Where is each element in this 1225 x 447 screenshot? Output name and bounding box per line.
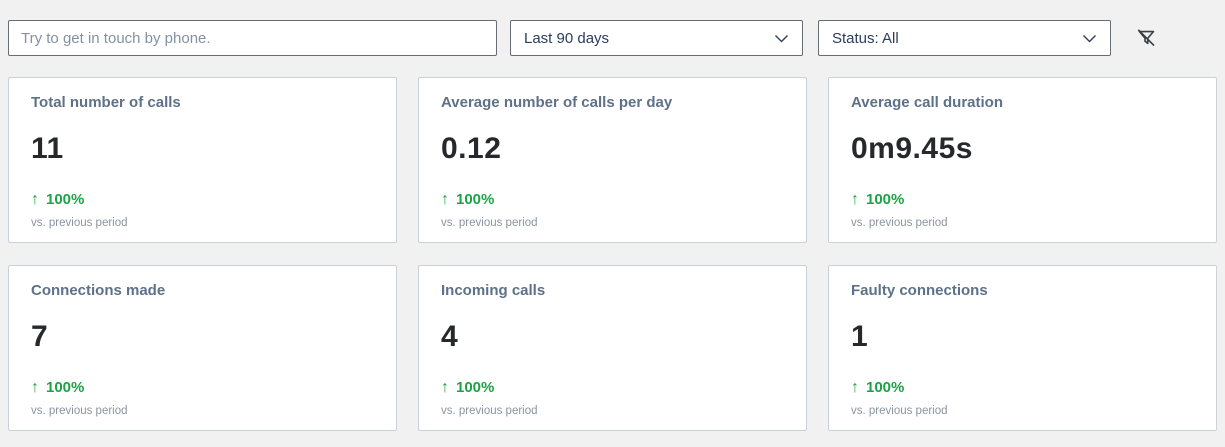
status-select[interactable]: Status: All — [818, 20, 1111, 56]
filter-bar: Last 90 days Status: All — [0, 0, 1225, 56]
stat-card-caption: vs. previous period — [851, 405, 948, 417]
stat-card-trend: ↑ 100% — [851, 192, 1194, 208]
trend-up-arrow-icon: ↑ — [851, 191, 859, 208]
trend-percent: 100% — [456, 379, 495, 396]
stat-card-title: Incoming calls — [441, 282, 546, 299]
stat-card-caption: vs. previous period — [851, 217, 948, 229]
trend-up-arrow-icon: ↑ — [851, 379, 859, 396]
stat-card-value: 0.12 — [441, 132, 502, 165]
chevron-down-icon — [1082, 34, 1097, 43]
trend-percent: 100% — [46, 379, 85, 396]
trend-percent: 100% — [866, 379, 905, 396]
stat-card-caption: vs. previous period — [441, 405, 538, 417]
stat-card-trend: ↑ 100% — [31, 192, 374, 208]
stat-card-caption: vs. previous period — [441, 217, 538, 229]
stat-cards-grid: Total number of calls 11 ↑ 100% vs. prev… — [0, 56, 1225, 431]
stat-card-value: 0m9.45s — [851, 132, 973, 165]
stat-card-faulty-connections: Faulty connections 1 ↑ 100% vs. previous… — [828, 265, 1217, 431]
stat-card-value: 4 — [441, 320, 459, 353]
search-input[interactable] — [8, 20, 497, 56]
trend-percent: 100% — [456, 191, 495, 208]
stat-card-trend: ↑ 100% — [441, 192, 784, 208]
stat-card-trend: ↑ 100% — [441, 380, 784, 396]
stat-card-caption: vs. previous period — [31, 405, 128, 417]
trend-percent: 100% — [46, 191, 85, 208]
trend-up-arrow-icon: ↑ — [31, 379, 39, 396]
date-range-value: Last 90 days — [524, 29, 610, 47]
stat-card-trend: ↑ 100% — [31, 380, 374, 396]
stat-card-value: 1 — [851, 320, 869, 353]
stat-card-avg-calls-per-day: Average number of calls per day 0.12 ↑ 1… — [418, 77, 807, 243]
date-range-select[interactable]: Last 90 days — [510, 20, 803, 56]
stat-card-caption: vs. previous period — [31, 217, 128, 229]
stat-card-total-calls: Total number of calls 11 ↑ 100% vs. prev… — [8, 77, 397, 243]
stat-card-title: Connections made — [31, 282, 166, 299]
trend-up-arrow-icon: ↑ — [441, 191, 449, 208]
stat-card-title: Average number of calls per day — [441, 94, 673, 111]
chevron-down-icon — [774, 34, 789, 43]
stat-card-avg-call-duration: Average call duration 0m9.45s ↑ 100% vs.… — [828, 77, 1217, 243]
stat-card-value: 11 — [31, 132, 64, 165]
trend-up-arrow-icon: ↑ — [441, 379, 449, 396]
status-value: Status: All — [832, 29, 899, 47]
stat-card-title: Average call duration — [851, 94, 1003, 111]
filter-off-icon — [1134, 25, 1160, 51]
stat-card-value: 7 — [31, 320, 49, 353]
trend-percent: 100% — [866, 191, 905, 208]
trend-up-arrow-icon: ↑ — [31, 191, 39, 208]
clear-filters-button[interactable] — [1130, 21, 1164, 55]
stat-card-incoming-calls: Incoming calls 4 ↑ 100% vs. previous per… — [418, 265, 807, 431]
stat-card-title: Faulty connections — [851, 282, 988, 299]
stat-card-connections-made: Connections made 7 ↑ 100% vs. previous p… — [8, 265, 397, 431]
stat-card-trend: ↑ 100% — [851, 380, 1194, 396]
stat-card-title: Total number of calls — [31, 94, 181, 111]
